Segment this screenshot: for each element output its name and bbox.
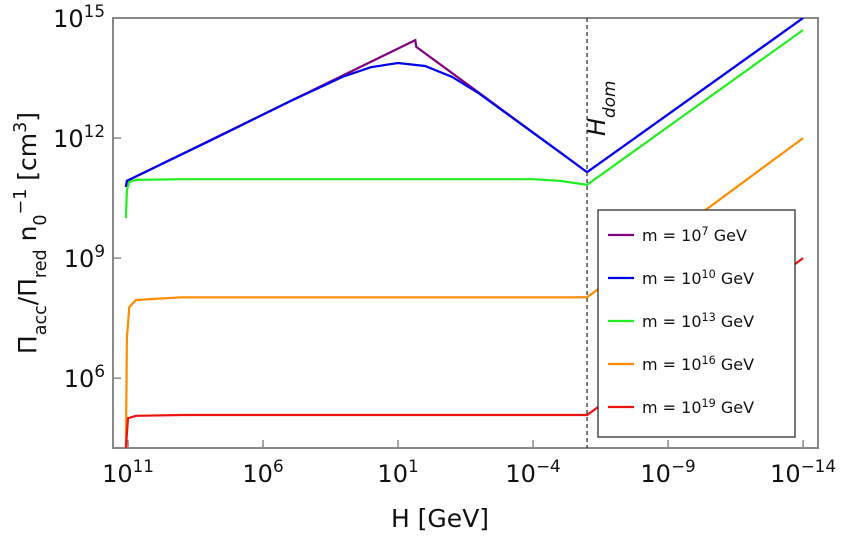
text-part: 9 (94, 241, 105, 261)
text-part: Π (13, 335, 42, 354)
text-part: 10 (505, 460, 536, 488)
text-part: 10 (64, 245, 95, 273)
legend-label: m = 1010 GeV (642, 268, 754, 289)
text-part: acc (31, 305, 51, 335)
legend-label: m = 1013 GeV (642, 311, 754, 332)
x-tick-label: 10−4 (505, 456, 560, 488)
text-part: −14 (801, 456, 836, 476)
text-part: GeV (716, 355, 754, 374)
x-tick-label: 10−14 (770, 456, 836, 488)
text-part: 10 (53, 125, 84, 153)
text-part: 11 (133, 456, 154, 476)
text-part: H [GeV] (391, 504, 489, 533)
text-part: −4 (536, 456, 561, 476)
text-part: /Π (13, 278, 42, 305)
text-part: 10 (640, 460, 671, 488)
text-part: 10 (702, 268, 716, 281)
text-part: −9 (671, 456, 696, 476)
text-part: 3 (11, 122, 31, 133)
text-part: GeV (716, 312, 754, 331)
text-part: 6 (94, 361, 105, 381)
x-tick-label: 106 (242, 456, 283, 488)
text-part: 13 (702, 311, 716, 324)
legend-label: m = 107 GeV (642, 225, 747, 246)
text-part: 19 (702, 397, 716, 410)
x-tick-label: 101 (377, 456, 418, 488)
x-axis-label: H [GeV] (391, 504, 489, 533)
y-tick-label: 106 (64, 361, 105, 393)
text-part: 6 (273, 456, 284, 476)
text-part: 1 (408, 456, 419, 476)
text-part: GeV (709, 226, 747, 245)
text-part: m = 10 (642, 269, 702, 288)
text-part: −1 (11, 189, 31, 215)
y-axis-label: Πacc/Πred n0−1 [cm3] (11, 112, 51, 354)
series-line (124, 29, 804, 219)
text-part: GeV (716, 398, 754, 417)
text-part: 10 (377, 460, 408, 488)
text-part: red (31, 249, 51, 278)
text-part: m = 10 (642, 398, 702, 417)
text-part: [cm (13, 133, 42, 189)
legend-label: m = 1016 GeV (642, 354, 754, 375)
text-part: 12 (84, 121, 105, 141)
x-tick-label: 1011 (102, 456, 154, 488)
text-part: m = 10 (642, 312, 702, 331)
text-part: n (13, 226, 42, 250)
legend-label: m = 1019 GeV (642, 397, 754, 418)
text-part: 10 (53, 5, 84, 33)
x-tick-label: 10−9 (640, 456, 695, 488)
text-part: 7 (702, 225, 709, 238)
text-part: m = 10 (642, 226, 702, 245)
text-part: 10 (102, 460, 133, 488)
plot-frame (112, 17, 819, 449)
text-part: 10 (64, 365, 95, 393)
text-part: 16 (702, 354, 716, 367)
y-tick-label: 1015 (53, 1, 105, 33)
text-part: 10 (770, 460, 801, 488)
text-part: 10 (242, 460, 273, 488)
text-part: m = 10 (642, 355, 702, 374)
text-part: ] (13, 112, 42, 122)
text-part: 15 (84, 1, 105, 21)
text-part: GeV (716, 269, 754, 288)
legend-box (597, 209, 796, 438)
y-tick-label: 1012 (53, 121, 105, 153)
text-part: dom (599, 81, 619, 118)
text-part: 0 (31, 214, 51, 225)
series-line (124, 137, 804, 448)
series-line (124, 18, 804, 188)
y-tick-label: 109 (64, 241, 105, 273)
reference-label: Hdom (583, 81, 619, 136)
text-part: H (583, 118, 611, 136)
